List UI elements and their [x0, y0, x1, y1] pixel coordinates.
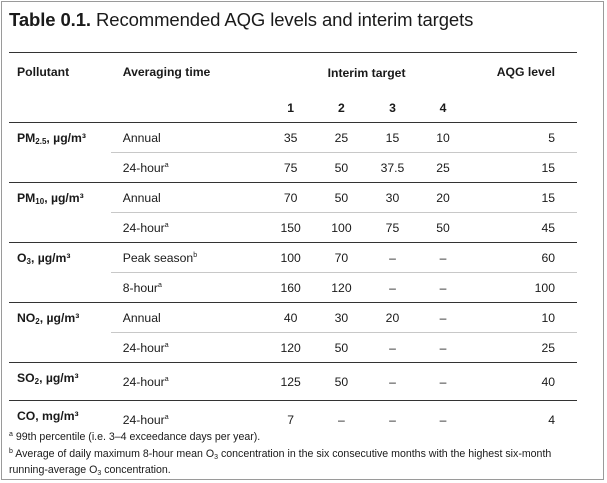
table-row: PM10, µg/m³ Annual 70 50 30 20 15 [9, 182, 577, 243]
table-label: Table 0.1. [9, 9, 91, 30]
table-row: 24-houra 120 50– –25 [9, 332, 577, 363]
pollutant-cell: PM2.5, µg/m³ [9, 122, 111, 183]
averaging-time-cell: 24-houra [110, 362, 266, 401]
averaging-time-cell: 24-houra [110, 152, 266, 183]
interim-target-3-cell: 15 [366, 122, 419, 153]
pollutant-cell: CO, mg/m³ [9, 400, 111, 438]
aqg-level-cell: 15 [467, 182, 577, 213]
interim-target-2-cell: 50 [316, 182, 367, 213]
averaging-time-cell: 24-houra [110, 400, 266, 438]
interim-target-1-cell: 35 [265, 122, 317, 153]
interim-target-2-cell: 50 [316, 152, 367, 183]
interim-target-4-cell: – [418, 272, 468, 303]
aqg-level-cell: 60 [467, 242, 577, 273]
table-row: 24-houra 150 100 75 50 45 [9, 212, 577, 243]
pollutant-cell: O3, µg/m³ [9, 242, 111, 303]
aqg-level-cell: 25 [467, 332, 577, 363]
interim-target-4-cell: – [418, 332, 468, 363]
footnote-b: b Average of daily maximum 8-hour mean O… [9, 447, 552, 478]
table-row: 8-houra 160 120– –100 [9, 272, 577, 303]
aqg-level-cell: 40 [467, 362, 577, 401]
interim-target-4-cell: – [418, 242, 468, 273]
footnotes: a 99th percentile (i.e. 3–4 exceedance d… [9, 428, 589, 481]
footnote-a: a 99th percentile (i.e. 3–4 exceedance d… [9, 431, 261, 443]
pollutant-cell: NO2, µg/m³ [9, 302, 111, 363]
averaging-time-cell: 24-houra [110, 212, 266, 243]
interim-target-1-cell: 40 [265, 302, 317, 333]
interim-target-1-cell: 160 [265, 272, 317, 303]
interim-target-4-cell: 10 [418, 122, 468, 153]
interim-target-2-cell: 50 [316, 332, 367, 363]
interim-target-2-cell: 25 [316, 122, 367, 153]
interim-target-1-cell: 100 [265, 242, 317, 273]
interim-target-3-cell: – [366, 332, 419, 363]
interim-target-4-cell: 25 [418, 152, 468, 183]
interim-target-3-cell: – [366, 272, 419, 303]
interim-target-2-cell: 50 [316, 362, 367, 401]
interim-target-4-cell: – [418, 302, 468, 333]
interim-target-3-cell: – [366, 400, 419, 438]
interim-target-3-cell: – [366, 362, 419, 401]
averaging-time-cell: Annual [110, 302, 266, 333]
interim-target-2-cell: 70 [316, 242, 367, 273]
averaging-time-cell: 8-houra [110, 272, 266, 303]
table-row: NO2, µg/m³ Annual 40 30 20–10 [9, 302, 577, 363]
averaging-time-cell: Peak seasonb [110, 242, 266, 273]
interim-target-1-cell: 125 [265, 362, 317, 401]
table-caption: Recommended AQG levels and interim targe… [96, 9, 474, 30]
aqg-level-cell: 5 [467, 122, 577, 153]
interim-target-1-cell: 7 [265, 400, 317, 438]
header-interim-target: Interim target [327, 66, 406, 80]
aqg-level-cell: 4 [467, 400, 577, 438]
table-row: 24-houra 75 50 37.5 25 15 [9, 152, 577, 183]
pollutant-cell: PM10, µg/m³ [9, 182, 111, 243]
interim-target-3-cell: 37.5 [366, 152, 419, 183]
interim-target-1-cell: 70 [265, 182, 317, 213]
pollutant-cell: SO2, µg/m³ [9, 362, 111, 401]
interim-target-1-cell: 75 [265, 152, 317, 183]
interim-target-1-cell: 120 [265, 332, 317, 363]
aqg-level-cell: 100 [467, 272, 577, 303]
interim-target-2-cell: – [316, 400, 367, 438]
header-interim-1: 1 [265, 93, 317, 123]
averaging-time-cell: Annual [110, 182, 266, 213]
interim-target-4-cell: 50 [418, 212, 468, 243]
interim-target-4-cell: 20 [418, 182, 468, 213]
interim-target-1-cell: 150 [265, 212, 317, 243]
header-aqg-level: AQG level [467, 52, 577, 123]
aqg-level-cell: 45 [467, 212, 577, 243]
interim-target-2-cell: 100 [316, 212, 367, 243]
interim-target-2-cell: 120 [316, 272, 367, 303]
interim-target-3-cell: – [366, 242, 419, 273]
table-row: PM2.5, µg/m³ Annual 35 25 15 10 5 [9, 122, 577, 183]
averaging-time-cell: Annual [110, 122, 266, 153]
interim-target-3-cell: 20 [366, 302, 419, 333]
header-interim-3: 3 [366, 93, 419, 123]
aqg-level-cell: 15 [467, 152, 577, 183]
table-row: SO2, µg/m³ 24-houra 125 50– –40 [9, 362, 577, 401]
header-interim-2: 2 [316, 93, 367, 123]
table-row: O3, µg/m³ Peak seasonb 100 70– –60 [9, 242, 577, 303]
interim-target-4-cell: – [418, 400, 468, 438]
header-averaging-time: Averaging time [110, 52, 266, 123]
interim-target-4-cell: – [418, 362, 468, 401]
averaging-time-cell: 24-houra [110, 332, 266, 363]
table-row: CO, mg/m³ 24-houra 7– – –4 [9, 400, 577, 438]
aqg-level-cell: 10 [467, 302, 577, 333]
table-title: Table 0.1. Recommended AQG levels and in… [9, 9, 473, 31]
interim-target-2-cell: 30 [316, 302, 367, 333]
header-pollutant: Pollutant [9, 52, 111, 123]
header-interim-4: 4 [418, 93, 468, 123]
interim-target-3-cell: 75 [366, 212, 419, 243]
interim-target-3-cell: 30 [366, 182, 419, 213]
aqg-table: Pollutant Averaging time Interim target … [9, 52, 577, 438]
